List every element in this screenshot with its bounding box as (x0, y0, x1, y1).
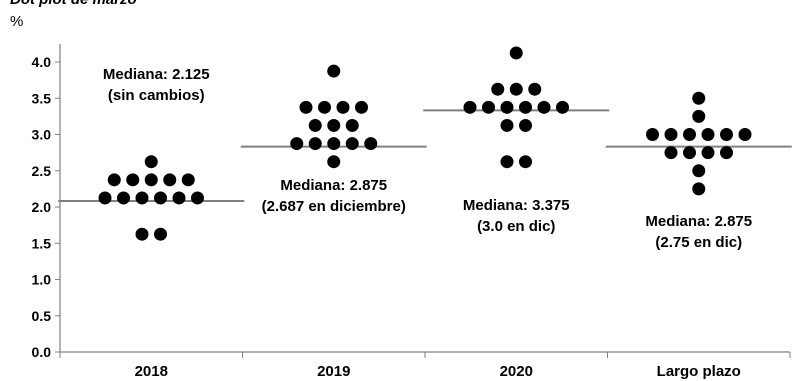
data-point (327, 64, 341, 78)
data-point (135, 191, 149, 205)
data-points (98, 46, 752, 241)
y-tick-label: 3.5 (32, 90, 52, 106)
y-axis-unit: % (10, 13, 23, 30)
median-annotation-line: (2.75 en dic) (655, 234, 742, 251)
data-point (509, 82, 523, 96)
data-point (692, 164, 706, 178)
median-annotation-line: (3.0 en dic) (477, 218, 555, 235)
data-point (500, 118, 514, 132)
data-point (500, 155, 514, 169)
data-point (664, 128, 678, 141)
data-point (355, 100, 368, 114)
data-point (191, 191, 204, 205)
data-point (519, 155, 532, 169)
data-point (519, 100, 532, 114)
chart-title: Dot plot de marzo (10, 0, 137, 8)
y-tick-label: 0.5 (32, 308, 52, 324)
data-point (683, 128, 696, 141)
data-point (144, 173, 158, 187)
data-point (701, 128, 715, 141)
y-tick-label: 1.5 (32, 235, 52, 251)
median-annotation-line: Mediana: 2.125 (103, 66, 210, 83)
data-point (720, 128, 733, 141)
data-point (692, 109, 706, 123)
data-point (519, 118, 532, 132)
data-point (98, 191, 112, 205)
data-point (345, 137, 359, 151)
y-tick-label: 2.0 (32, 199, 52, 215)
median-lines (58, 109, 792, 202)
data-point (701, 146, 715, 160)
data-point (172, 191, 186, 205)
data-point (144, 155, 158, 169)
median-annotation-line: (sin cambios) (108, 87, 205, 104)
data-point (318, 100, 331, 114)
data-point (308, 137, 322, 151)
data-point (364, 137, 378, 151)
data-point (299, 100, 313, 114)
x-category-label: 2019 (317, 363, 350, 380)
data-point (107, 173, 121, 187)
y-tick-label: 0.0 (32, 344, 52, 360)
data-point (327, 118, 341, 132)
data-point (327, 155, 341, 169)
data-point (509, 46, 523, 60)
y-tick-label: 1.0 (32, 272, 52, 288)
data-point (154, 191, 167, 205)
data-point (537, 100, 551, 114)
y-tick-label: 3.0 (32, 127, 52, 143)
data-point (126, 173, 140, 187)
median-annotation-line: Mediana: 2.875 (280, 177, 387, 194)
data-point (500, 100, 514, 114)
y-tick-label: 2.5 (32, 163, 52, 179)
median-annotation-line: Mediana: 3.375 (463, 197, 570, 214)
data-point (664, 146, 678, 160)
median-annotation-line: Mediana: 2.875 (645, 213, 752, 230)
data-point (738, 128, 752, 141)
data-point (528, 82, 542, 96)
data-point (154, 227, 167, 241)
data-point (692, 91, 706, 105)
data-point (463, 100, 477, 114)
data-point (683, 146, 696, 160)
x-category-label: 2018 (135, 363, 168, 380)
data-point (135, 227, 149, 241)
median-annotation-line: (2.687 en diciembre) (262, 198, 406, 215)
data-point (646, 128, 659, 141)
data-point (556, 100, 569, 114)
y-tick-label: 4.0 (32, 54, 52, 70)
median-annotations: Mediana: 2.125 (sin cambios) Mediana: 2.87… (103, 66, 752, 251)
data-point (327, 137, 341, 151)
data-point (290, 137, 304, 151)
data-point (345, 118, 359, 132)
data-point (482, 100, 495, 114)
data-point (308, 118, 322, 132)
axes: 0.0 0.5 1.0 1.5 2.0 2.5 3.0 3.5 4.0 2018 2019 2020 L… (32, 44, 791, 380)
data-point (720, 146, 733, 160)
data-point (117, 191, 130, 205)
data-point (181, 173, 195, 187)
data-point (491, 82, 505, 96)
x-category-label: Largo plazo (657, 363, 741, 380)
data-point (163, 173, 177, 187)
x-category-label: 2020 (500, 363, 533, 380)
data-point (692, 182, 706, 196)
data-point (336, 100, 350, 114)
